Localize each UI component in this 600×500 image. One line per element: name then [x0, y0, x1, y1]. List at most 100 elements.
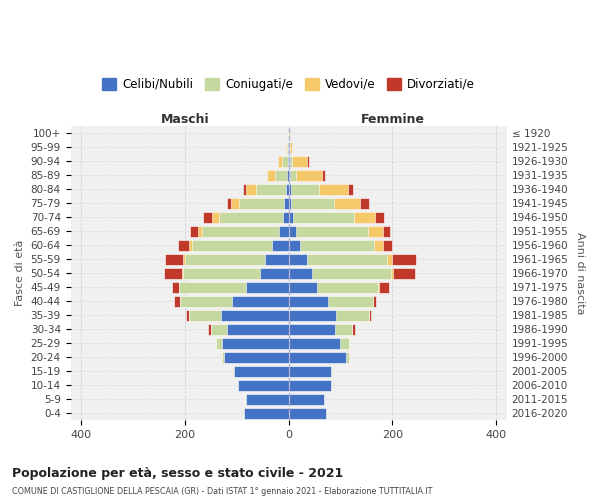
Bar — [287, 142, 289, 152]
Bar — [202, 226, 289, 236]
Bar — [289, 170, 296, 180]
Bar — [289, 142, 292, 152]
Bar — [244, 408, 289, 418]
Bar — [289, 198, 360, 208]
Bar — [231, 198, 289, 208]
Bar — [265, 254, 289, 264]
Text: Femmine: Femmine — [361, 113, 424, 126]
Bar — [289, 282, 379, 292]
Bar — [224, 352, 289, 362]
Bar — [289, 170, 322, 180]
Bar — [289, 268, 391, 278]
Bar — [289, 296, 373, 306]
Bar — [289, 198, 369, 208]
Bar — [233, 366, 289, 376]
Bar — [164, 268, 289, 278]
Bar — [289, 128, 290, 138]
Bar — [289, 310, 368, 320]
Bar — [289, 268, 415, 278]
Bar — [286, 184, 289, 194]
Bar — [211, 324, 289, 334]
Bar — [289, 408, 326, 418]
Bar — [289, 366, 332, 376]
Text: Popolazione per età, sesso e stato civile - 2021: Popolazione per età, sesso e stato civil… — [12, 468, 343, 480]
Bar — [260, 268, 289, 278]
Bar — [289, 380, 331, 390]
Bar — [275, 170, 289, 180]
Bar — [279, 226, 289, 236]
Bar — [238, 380, 289, 390]
Bar — [289, 226, 391, 236]
Bar — [178, 240, 289, 250]
Bar — [289, 184, 348, 194]
Bar — [221, 310, 289, 320]
Bar — [289, 366, 332, 376]
Bar — [289, 212, 375, 222]
Bar — [289, 408, 326, 418]
Bar — [289, 212, 384, 222]
Bar — [289, 254, 307, 264]
Bar — [232, 296, 289, 306]
Bar — [289, 254, 416, 264]
Bar — [289, 296, 328, 306]
Bar — [278, 156, 289, 166]
Bar — [191, 240, 289, 250]
Bar — [227, 324, 289, 334]
Bar — [165, 254, 289, 264]
Bar — [218, 212, 289, 222]
Bar — [283, 212, 289, 222]
Bar — [221, 352, 289, 362]
Bar — [183, 268, 289, 278]
Bar — [289, 128, 290, 138]
Bar — [244, 408, 289, 418]
Bar — [233, 366, 289, 376]
Bar — [289, 394, 324, 404]
Bar — [246, 282, 289, 292]
Bar — [289, 142, 292, 152]
Bar — [289, 282, 389, 292]
Bar — [216, 338, 289, 348]
Bar — [246, 394, 289, 404]
Bar — [289, 296, 376, 306]
Bar — [289, 184, 353, 194]
Bar — [289, 366, 331, 376]
Bar — [187, 310, 289, 320]
Bar — [289, 380, 331, 390]
Bar — [189, 310, 289, 320]
Bar — [245, 184, 289, 194]
Bar — [289, 156, 292, 166]
Bar — [272, 240, 289, 250]
Bar — [289, 394, 324, 404]
Bar — [289, 366, 332, 376]
Bar — [289, 282, 379, 292]
Bar — [289, 240, 374, 250]
Bar — [289, 352, 349, 362]
Legend: Celibi/Nubili, Coniugati/e, Vedovi/e, Divorziati/e: Celibi/Nubili, Coniugati/e, Vedovi/e, Di… — [97, 73, 480, 96]
Bar — [289, 310, 337, 320]
Bar — [283, 156, 289, 166]
Text: Maschi: Maschi — [160, 113, 209, 126]
Bar — [289, 212, 354, 222]
Bar — [175, 296, 289, 306]
Bar — [221, 352, 289, 362]
Bar — [289, 156, 290, 166]
Bar — [185, 254, 289, 264]
Bar — [289, 240, 392, 250]
Bar — [289, 156, 310, 166]
Bar — [289, 142, 290, 152]
Bar — [243, 184, 289, 194]
Y-axis label: Anni di nascita: Anni di nascita — [575, 232, 585, 314]
Bar — [289, 268, 312, 278]
Y-axis label: Fasce di età: Fasce di età — [15, 240, 25, 306]
Bar — [289, 310, 368, 320]
Bar — [289, 324, 352, 334]
Bar — [289, 324, 335, 334]
Bar — [246, 394, 289, 404]
Bar — [179, 282, 289, 292]
Bar — [238, 380, 289, 390]
Bar — [289, 254, 392, 264]
Bar — [190, 240, 289, 250]
Bar — [289, 184, 319, 194]
Bar — [212, 212, 289, 222]
Bar — [233, 366, 289, 376]
